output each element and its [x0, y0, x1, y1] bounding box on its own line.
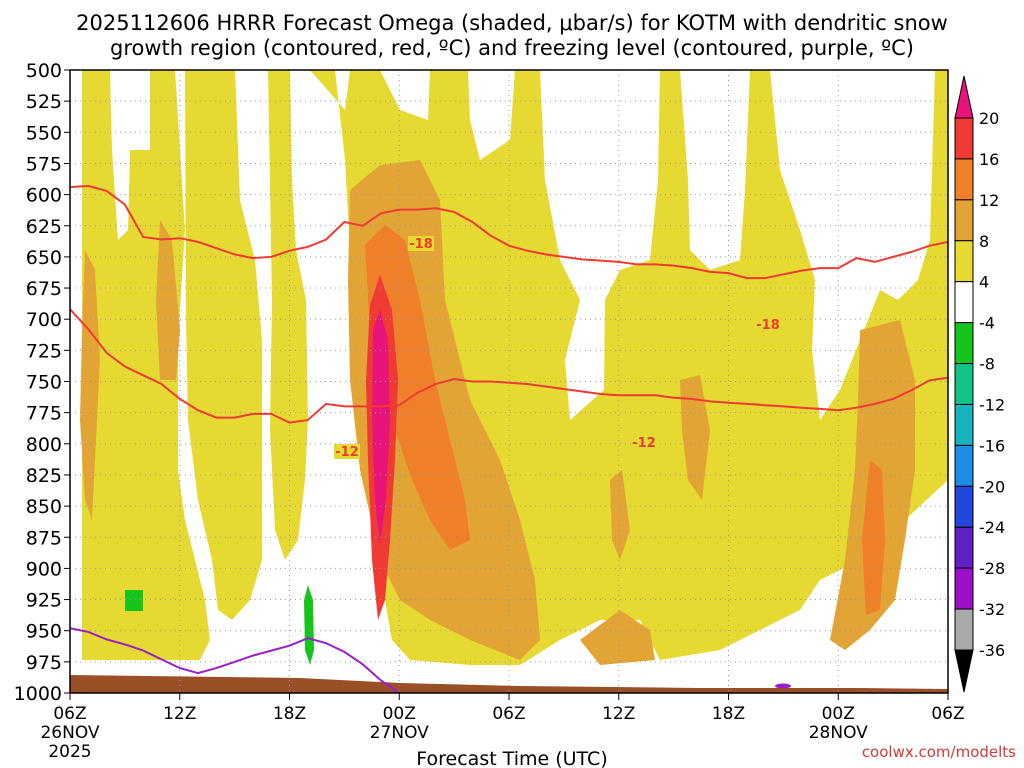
ground-below-surface — [70, 675, 948, 693]
omega-12-16-region — [365, 225, 470, 550]
y-tick-label: 675 — [26, 278, 62, 300]
y-tick-label: 900 — [26, 558, 62, 580]
y-tick-label: 1000 — [14, 683, 62, 705]
x-axis-label: Forecast Time (UTC) — [416, 748, 607, 768]
colorbar-swatch — [954, 281, 974, 324]
colorbar-swatch — [954, 485, 974, 528]
colorbar-swatch — [954, 403, 974, 446]
colorbar-label: 8 — [979, 232, 989, 251]
omega-4-8-region — [185, 70, 262, 620]
colorbar-label: -32 — [979, 600, 1005, 619]
omega-20-plus-core — [372, 310, 390, 545]
y-tick-label: 650 — [26, 247, 62, 269]
contour-layer — [70, 184, 948, 693]
y-tick-label: 500 — [26, 60, 62, 82]
omega-12-16-region — [862, 460, 885, 615]
omega-8-12-region — [680, 375, 710, 500]
omega-8-12-region — [156, 220, 180, 380]
colorbar-swatch — [954, 322, 974, 365]
y-tick-label: 875 — [26, 527, 62, 549]
y-tick-label: 825 — [26, 465, 62, 487]
colorbar-label: 12 — [979, 191, 999, 210]
y-tick-label: 750 — [26, 372, 62, 394]
x-tick-date: 26NOV — [40, 723, 99, 743]
y-tick-label: 700 — [26, 309, 62, 331]
contour-labels: -18 -18 -12 -12 — [334, 236, 781, 460]
colorbar-swatch — [954, 526, 974, 569]
colorbar-swatch — [954, 444, 974, 487]
x-tick-label: 06Z — [53, 704, 86, 724]
contour-label-minus12: -12 — [632, 436, 656, 451]
contour-18-c-isotherm — [70, 184, 948, 280]
x-tick-label: 18Z — [712, 704, 745, 724]
colorbar-label: 4 — [979, 273, 989, 292]
y-tick-label: 600 — [26, 185, 62, 207]
colorbar-label: -20 — [979, 477, 1005, 496]
colorbar-label: -24 — [979, 518, 1005, 537]
colorbar-bottom-arrow — [954, 649, 974, 693]
x-tick-date: 28NOV — [809, 723, 868, 743]
x-tick-label: 12Z — [163, 704, 196, 724]
y-tick-label: 975 — [26, 652, 62, 674]
colorbar-label: -16 — [979, 436, 1005, 455]
credit-text: coolwx.com/modelts — [862, 743, 1016, 761]
omega-negative-region — [125, 590, 143, 611]
colorbar-swatch — [954, 567, 974, 610]
colorbar-label: 16 — [979, 150, 999, 169]
colorbar-label: -8 — [979, 355, 995, 374]
y-tick-label: 625 — [26, 216, 62, 238]
x-tick-label: 00Z — [822, 704, 855, 724]
chart-title-line1: 2025112606 HRRR Forecast Omega (shaded, … — [76, 11, 948, 35]
colorbar-label: -36 — [979, 641, 1005, 660]
y-tick-label: 725 — [26, 340, 62, 362]
y-tick-label: 550 — [26, 122, 62, 144]
x-tick-label: 18Z — [273, 704, 306, 724]
omega-8-12-region — [580, 610, 655, 665]
omega-negative-region — [304, 585, 314, 665]
y-tick-label: 775 — [26, 403, 62, 425]
omega-shading — [70, 70, 948, 693]
colorbar-swatch — [954, 363, 974, 405]
colorbar-top-arrow — [954, 75, 974, 119]
y-tick-label: 525 — [26, 91, 62, 113]
colorbar-swatch — [954, 158, 974, 201]
y-tick-label: 925 — [26, 590, 62, 612]
contour-label-minus18: -18 — [409, 237, 433, 252]
x-tick-label: 06Z — [492, 704, 525, 724]
colorbar-swatch — [954, 608, 974, 651]
y-tick-label: 800 — [26, 434, 62, 456]
x-tick-year: 2025 — [48, 742, 91, 762]
colorbar-label: -28 — [979, 559, 1005, 578]
colorbar-swatch — [954, 199, 974, 242]
omega-4-8-region — [268, 70, 308, 560]
omega-8-12-region — [80, 250, 100, 520]
y-tick-label: 575 — [26, 153, 62, 175]
freezing-level-blob — [775, 683, 791, 689]
y-tick-label: 950 — [26, 621, 62, 643]
omega-4-8-region — [82, 70, 210, 660]
colorbar-swatch — [954, 117, 974, 160]
colorbar-label: 20 — [979, 109, 999, 128]
contour-label-minus18: -18 — [756, 318, 780, 333]
y-tick-label: 850 — [26, 496, 62, 518]
x-tick-label: 00Z — [383, 704, 416, 724]
chart-title-line2: growth region (contoured, red, ºC) and f… — [110, 36, 914, 60]
contour-12-c-isotherm — [70, 308, 948, 424]
colorbar-label: -12 — [979, 395, 1005, 414]
y-axis: 500 525 550 575 600 625 650 675 700 725 750 775 800 8… — [14, 60, 70, 705]
colorbar-swatch — [954, 240, 974, 283]
colorbar: 20 16 12 8 4 -4 -8 -12 -16 -20 -24 -28 -32 -36 — [954, 75, 1005, 693]
x-tick-date: 27NOV — [370, 723, 429, 743]
x-tick-label: 06Z — [931, 704, 964, 724]
contour-0-c-freezing-level — [70, 627, 400, 693]
colorbar-label: -4 — [979, 314, 995, 333]
contour-label-minus12: -12 — [335, 445, 359, 460]
x-tick-label: 12Z — [602, 704, 635, 724]
